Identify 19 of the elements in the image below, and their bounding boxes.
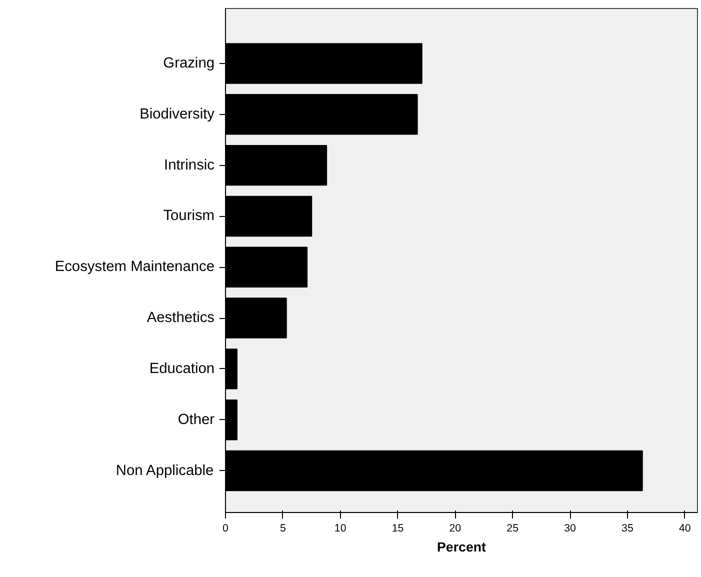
y-tick-label: Aesthetics — [146, 310, 215, 326]
y-tick-label: Ecosystem Maintenance — [54, 259, 215, 276]
x-tick-label: 0 — [222, 522, 229, 534]
x-axis-title: Percent — [437, 540, 487, 554]
y-tick-label: Intrinsic — [164, 157, 215, 174]
x-tick-label: 30 — [564, 522, 576, 534]
x-tick-label: 25 — [506, 522, 519, 534]
y-tick-label: Grazing — [163, 55, 215, 72]
y-tick-label: Education — [149, 360, 214, 377]
x-tick-label: 20 — [449, 522, 462, 534]
y-tick-label: Biodiversity — [140, 106, 216, 122]
y-tick-label: Other — [178, 412, 215, 428]
y-tick-label: Tourism — [163, 208, 215, 224]
x-tick-label: 15 — [392, 522, 404, 534]
x-tick-label: 40 — [678, 522, 691, 534]
y-tick-label: Non Applicable — [116, 462, 214, 479]
x-tick-label: 35 — [622, 522, 634, 534]
x-tick-label: 10 — [334, 522, 346, 534]
x-tick-label: 5 — [280, 522, 286, 534]
